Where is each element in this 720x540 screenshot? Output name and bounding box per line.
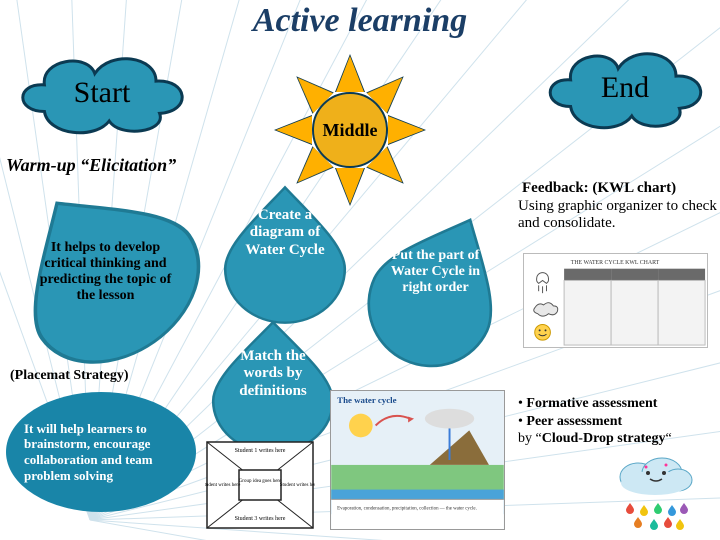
droplet-d4: Match the words by definitions <box>208 320 338 455</box>
placemat-label: (Placemat Strategy) <box>10 368 129 384</box>
rain-cloud-icon <box>610 455 700 530</box>
bullet-formative: Formative assessment <box>518 395 718 413</box>
placemat-description-text: It will help learners to brainstorm, enc… <box>24 421 178 483</box>
droplet-d1: It helps to develop critical thinking an… <box>8 185 203 360</box>
cloud-end-label: End <box>601 71 649 105</box>
placemat-diagram: Student 1 writes here Student writes her… <box>205 440 315 530</box>
assessment-bullets: Formative assessment Peer assessment by … <box>518 395 718 448</box>
feedback-title: Feedback: (KWL chart) <box>522 180 717 197</box>
page-title: Active learning <box>0 2 720 40</box>
droplet-text-d2: Create a diagram of Water Cycle <box>220 185 350 325</box>
droplet-d2: Create a diagram of Water Cycle <box>220 185 350 325</box>
placemat-center: Group idea goes here <box>239 479 282 484</box>
cycle-title: The water cycle <box>337 395 396 405</box>
cloud-start: Start <box>12 45 192 140</box>
cloud-end: End <box>540 40 710 135</box>
bullet-strategy: by “Cloud-Drop strategy“ <box>518 430 718 448</box>
placemat-left: Student writes here <box>205 483 241 488</box>
kwl-chart: THE WATER CYCLE KWL CHART <box>523 253 708 348</box>
placemat-right: Student writes here <box>280 483 315 488</box>
droplet-text-d3: Put the part of Water Cycle in right ord… <box>370 210 505 370</box>
droplet-text-d1: It helps to develop critical thinking an… <box>8 185 203 360</box>
sun-center: Middle <box>312 92 388 168</box>
droplet-text-d4: Match the words by definitions <box>208 320 338 455</box>
placemat-top: Student 1 writes here <box>235 448 286 454</box>
cycle-caption: Evaporation, condensation, precipitation… <box>337 506 477 511</box>
placemat-description-oval: It will help learners to brainstorm, enc… <box>6 392 196 512</box>
water-cycle-illustration: The water cycle Evaporation, condensatio… <box>330 390 505 530</box>
sun-label: Middle <box>322 120 377 141</box>
cloud-start-label: Start <box>74 76 131 110</box>
kwl-chart-title: THE WATER CYCLE KWL CHART <box>571 260 660 266</box>
bullet-peer: Peer assessment <box>518 413 718 431</box>
droplet-d3: Put the part of Water Cycle in right ord… <box>370 210 505 370</box>
feedback-body: Using graphic organizer to check and con… <box>518 198 718 233</box>
placemat-bottom: Student 3 writes here <box>235 516 286 522</box>
